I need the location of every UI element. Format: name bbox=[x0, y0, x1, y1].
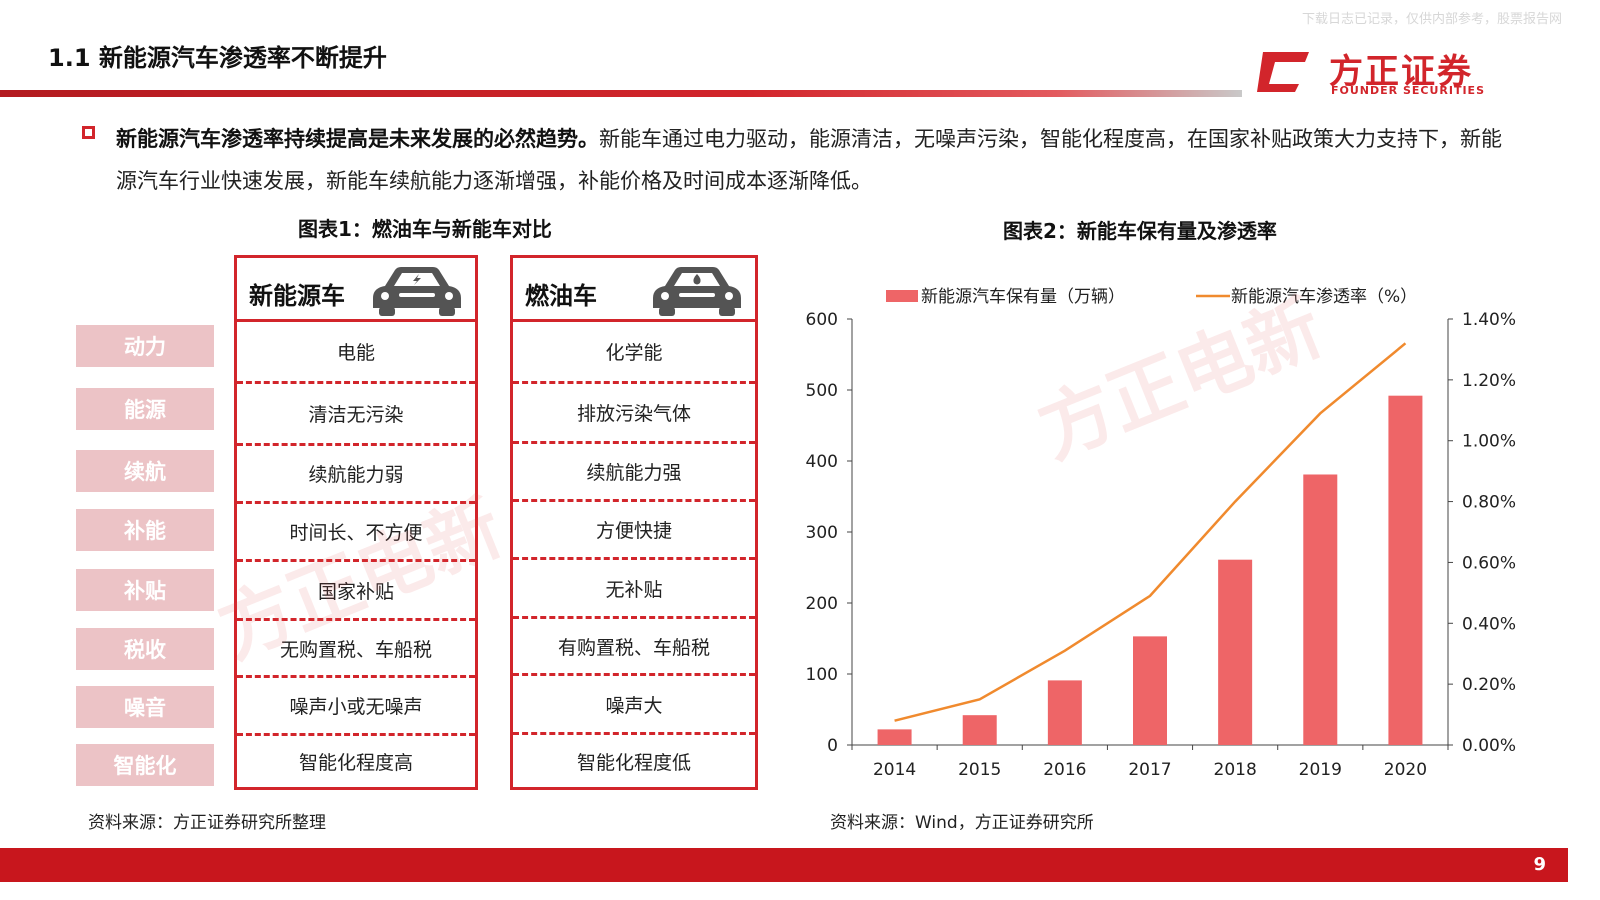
row-label: 补能 bbox=[76, 509, 214, 551]
logo-text-cn: 方正证券 bbox=[1329, 52, 1473, 92]
x-tick-label: 2017 bbox=[1128, 760, 1171, 780]
y-tick-label-left: 0 bbox=[827, 736, 838, 756]
bar bbox=[962, 715, 997, 745]
company-logo: 方正证券 FOUNDER SECURITIES bbox=[1255, 44, 1515, 100]
ev-cell: 时间长、不方便 bbox=[237, 504, 475, 562]
legend-label-line: 新能源汽车渗透率（%） bbox=[1231, 287, 1417, 307]
ev-cell: 智能化程度高 bbox=[298, 752, 413, 774]
figure2-source: 资料来源：Wind，方正证券研究所 bbox=[830, 813, 1094, 833]
ev-cell: 国家补贴 bbox=[237, 562, 475, 621]
x-tick-label: 2020 bbox=[1384, 760, 1427, 780]
y-tick-label-right: 0.60% bbox=[1462, 553, 1516, 573]
bar bbox=[877, 729, 912, 745]
ice-cell: 方便快捷 bbox=[513, 502, 755, 560]
y-tick-label-left: 100 bbox=[806, 665, 838, 685]
x-tick-label: 2018 bbox=[1214, 760, 1257, 780]
intro-bold: 新能源汽车渗透率持续提高是未来发展的必然趋势。 bbox=[116, 127, 599, 151]
title-rule bbox=[0, 90, 1242, 97]
intro-rest: 新能车通过电力驱动，能源清洁，无噪声污染，智能化程度高，在国家补贴政策大力支持下… bbox=[116, 127, 1502, 193]
row-label: 补贴 bbox=[76, 569, 214, 611]
ev-chart: 0 100 200 300 400 500 600 0.00% 0.20% 0.40% 0.60% 0… bbox=[806, 287, 1516, 780]
y-tick-label-left: 400 bbox=[806, 452, 838, 472]
bar bbox=[1303, 474, 1338, 745]
x-tick-label: 2015 bbox=[958, 760, 1001, 780]
y-tick-label-left: 300 bbox=[806, 523, 838, 543]
download-note: 下载日志已记录，仅供内部参考，股票报告网 bbox=[1301, 12, 1562, 27]
ice-cell: 有购置税、车船税 bbox=[513, 619, 755, 676]
page-number: 9 bbox=[1533, 854, 1546, 875]
ice-cell: 无补贴 bbox=[513, 560, 755, 619]
ev-cell: 清洁无污染 bbox=[237, 384, 475, 446]
figure2-title: 图表2：新能车保有量及渗透率 bbox=[1003, 219, 1277, 243]
x-tick-label: 2019 bbox=[1299, 760, 1342, 780]
y-tick-label-right: 1.40% bbox=[1462, 310, 1516, 330]
legend-swatch-bar bbox=[886, 290, 918, 302]
ice-column: 燃油车 化学能 排放污染气体 续航能力强 方便快捷 无补贴 有购置税、车船税 噪… bbox=[510, 255, 758, 790]
ice-column-title: 燃油车 bbox=[525, 282, 597, 310]
y-tick-label-right: 0.40% bbox=[1462, 614, 1516, 634]
y-tick-label-right: 1.00% bbox=[1462, 432, 1516, 452]
ice-column-header: 燃油车 bbox=[513, 258, 755, 322]
fuel-car-icon bbox=[653, 267, 741, 316]
ice-cell: 续航能力强 bbox=[513, 444, 755, 502]
x-tick-label: 2016 bbox=[1043, 760, 1086, 780]
row-label: 税收 bbox=[76, 628, 214, 670]
ev-column-header: 新能源车 bbox=[237, 258, 475, 322]
ev-cell: 电能 bbox=[237, 322, 475, 384]
row-label: 续航 bbox=[76, 450, 214, 492]
ev-cell: 噪声小或无噪声 bbox=[237, 678, 475, 736]
ice-cell: 化学能 bbox=[513, 322, 755, 384]
logo-text-en: FOUNDER SECURITIES bbox=[1331, 84, 1485, 97]
ev-cell: 无购置税、车船税 bbox=[237, 621, 475, 678]
bar bbox=[1047, 680, 1082, 745]
x-tick-label: 2014 bbox=[873, 760, 916, 780]
ev-column: 新能源车 电能 清洁无污染 续航能力弱 时间长、不方便 国家补贴 无购置税、车船… bbox=[234, 255, 478, 790]
row-label: 智能化 bbox=[76, 744, 214, 786]
bullet-square-icon bbox=[82, 126, 95, 139]
row-label: 能源 bbox=[76, 388, 214, 430]
figure1-title: 图表1：燃油车与新能车对比 bbox=[298, 217, 552, 241]
logo-mark-icon bbox=[1257, 52, 1309, 92]
y-tick-label-left: 500 bbox=[806, 381, 838, 401]
row-label: 噪音 bbox=[76, 686, 214, 728]
row-label: 动力 bbox=[76, 325, 214, 367]
electric-car-icon bbox=[373, 267, 461, 316]
y-tick-label-left: 600 bbox=[806, 310, 838, 330]
ice-cell: 噪声大 bbox=[513, 676, 755, 735]
ice-cell: 排放污染气体 bbox=[513, 384, 755, 444]
line-series bbox=[894, 342, 1407, 722]
ev-cell: 续航能力弱 bbox=[237, 446, 475, 504]
ev-column-title: 新能源车 bbox=[249, 282, 345, 310]
intro-paragraph: 新能源汽车渗透率持续提高是未来发展的必然趋势。新能车通过电力驱动，能源清洁，无噪… bbox=[116, 118, 1516, 202]
legend-label-bar: 新能源汽车保有量（万辆） bbox=[921, 287, 1125, 307]
y-tick-label-right: 0.00% bbox=[1462, 736, 1516, 756]
page-title: 1.1 新能源汽车渗透率不断提升 bbox=[48, 44, 387, 72]
bar bbox=[1133, 636, 1167, 745]
figure1-source: 资料来源：方正证券研究所整理 bbox=[88, 813, 326, 833]
y-tick-label-right: 1.20% bbox=[1462, 371, 1516, 391]
y-tick-label-right: 0.20% bbox=[1462, 675, 1516, 695]
bar bbox=[1218, 559, 1253, 745]
footer-bar: 9 bbox=[0, 848, 1568, 882]
bar bbox=[1388, 395, 1423, 745]
ice-cell: 智能化程度低 bbox=[576, 751, 691, 774]
y-tick-label-right: 0.80% bbox=[1462, 493, 1516, 513]
y-tick-label-left: 200 bbox=[806, 594, 838, 614]
